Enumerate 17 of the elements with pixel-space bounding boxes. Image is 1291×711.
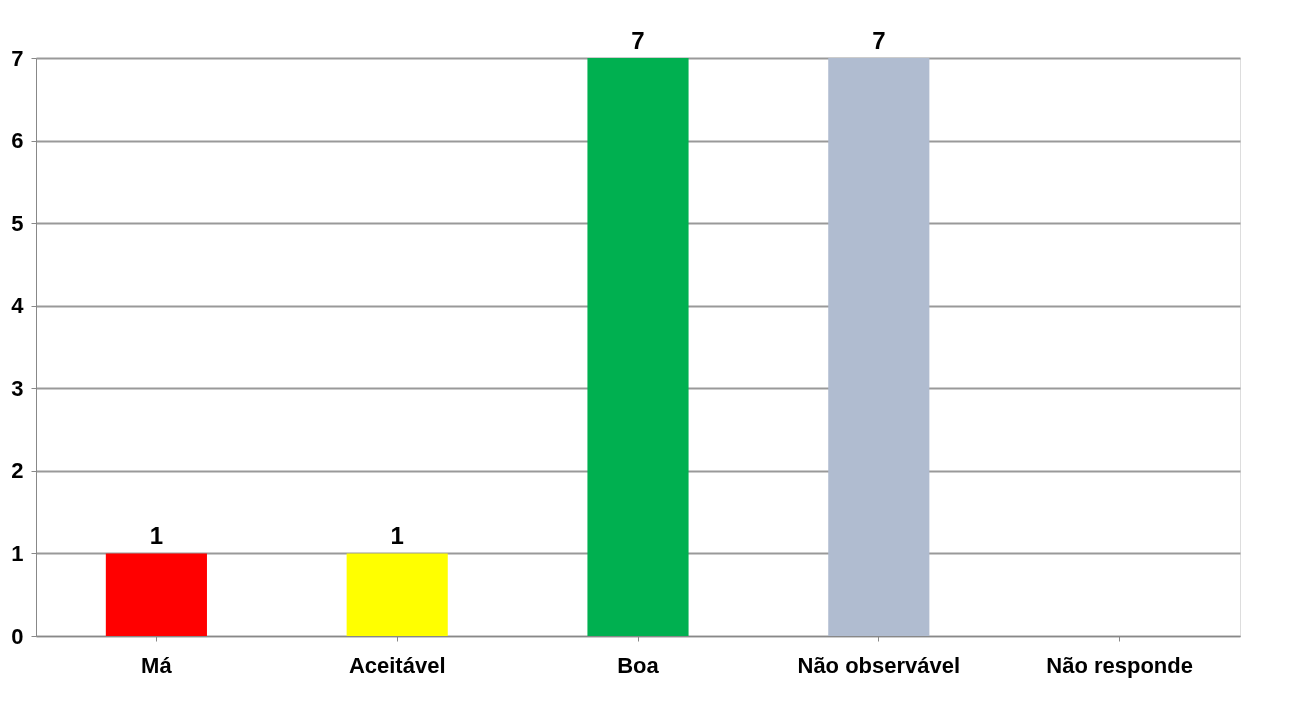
data-label: 7	[872, 27, 886, 54]
y-tick-label: 3	[11, 375, 24, 401]
y-tick-label: 1	[11, 540, 24, 566]
x-tick-label: Não observável	[797, 652, 961, 678]
y-tick-label: 4	[11, 293, 25, 319]
x-tick-label: Não responde	[1046, 652, 1193, 678]
data-label: 1	[390, 522, 404, 550]
y-tick-label: 6	[11, 128, 24, 154]
y-tick-label: 0	[11, 623, 24, 649]
data-label: 1	[149, 522, 164, 550]
y-tick-label: 2	[11, 458, 24, 484]
data-label: 7	[631, 27, 645, 54]
x-tick-label: Aceitável	[348, 652, 446, 678]
x-tick-label: Boa	[617, 652, 660, 678]
y-tick-label: 5	[11, 210, 24, 236]
y-tick-label: 7	[11, 45, 24, 71]
x-tick-label: Má	[141, 652, 173, 678]
